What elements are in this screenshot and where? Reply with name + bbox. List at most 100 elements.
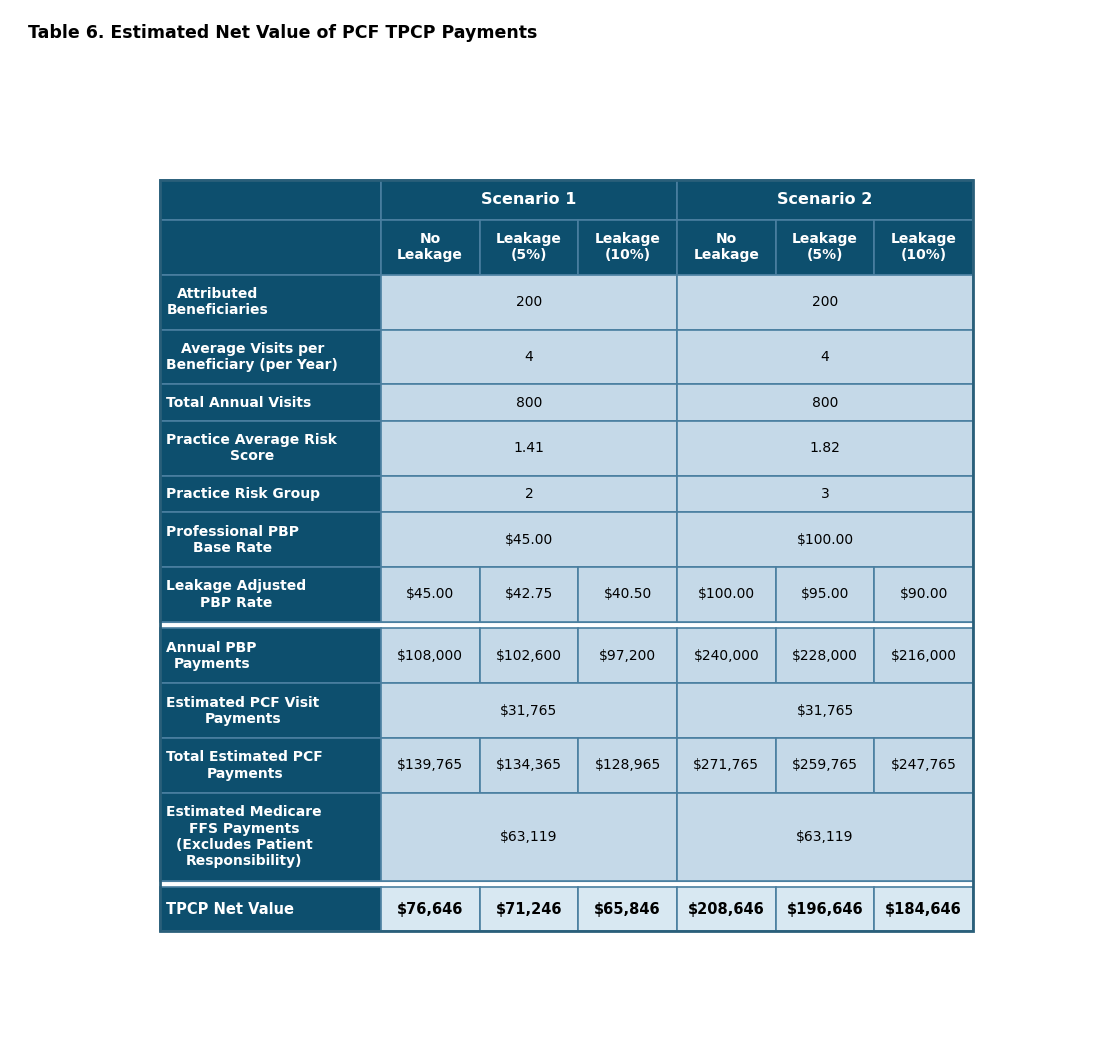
Text: $102,600: $102,600 [496, 649, 561, 663]
Text: 4: 4 [821, 350, 830, 364]
Bar [776, 738, 874, 793]
Bar [381, 330, 677, 385]
Bar [578, 629, 677, 683]
Bar [776, 567, 874, 622]
Text: $271,765: $271,765 [693, 759, 759, 773]
Bar [480, 629, 578, 683]
Text: TPCP Net Value: TPCP Net Value [167, 902, 294, 916]
Bar [381, 513, 677, 567]
Bar [677, 513, 974, 567]
Text: Leakage
(5%): Leakage (5%) [792, 233, 857, 262]
Bar [677, 476, 974, 513]
Bar [677, 629, 776, 683]
Bar [677, 220, 776, 275]
Text: 4: 4 [525, 350, 534, 364]
Text: 200: 200 [516, 295, 543, 309]
Bar [159, 880, 974, 887]
Bar [159, 385, 381, 421]
Text: $128,965: $128,965 [594, 759, 661, 773]
Text: $40.50: $40.50 [603, 588, 652, 601]
Text: $259,765: $259,765 [792, 759, 857, 773]
Bar [381, 738, 480, 793]
Text: $31,765: $31,765 [797, 704, 854, 718]
Bar [159, 683, 381, 738]
Text: $90.00: $90.00 [899, 588, 948, 601]
Bar [159, 180, 381, 220]
Bar [159, 275, 381, 330]
Bar [159, 622, 974, 629]
Text: $134,365: $134,365 [496, 759, 561, 773]
Bar [776, 629, 874, 683]
Text: 200: 200 [812, 295, 839, 309]
Bar [677, 793, 974, 880]
Bar [578, 567, 677, 622]
Text: $31,765: $31,765 [501, 704, 558, 718]
Bar [677, 887, 776, 931]
Bar [159, 567, 381, 622]
Bar [381, 421, 677, 476]
Bar [159, 793, 381, 880]
Text: $228,000: $228,000 [792, 649, 857, 663]
Bar [677, 385, 974, 421]
Text: 1.41: 1.41 [514, 441, 545, 456]
Bar [874, 567, 974, 622]
Text: Leakage
(10%): Leakage (10%) [594, 233, 661, 262]
Bar [159, 330, 381, 385]
Text: $247,765: $247,765 [891, 759, 957, 773]
Text: 2: 2 [525, 487, 534, 501]
Bar [677, 683, 974, 738]
Bar [677, 275, 974, 330]
Text: Leakage
(5%): Leakage (5%) [496, 233, 561, 262]
Bar [578, 220, 677, 275]
Text: Average Visits per
Beneficiary (per Year): Average Visits per Beneficiary (per Year… [167, 341, 338, 372]
Text: Attributed
Beneficiaries: Attributed Beneficiaries [167, 288, 269, 317]
Text: Total Estimated PCF
Payments: Total Estimated PCF Payments [167, 750, 323, 780]
Text: $95.00: $95.00 [801, 588, 850, 601]
Text: Leakage
(10%): Leakage (10%) [891, 233, 957, 262]
Bar [776, 220, 874, 275]
Text: No
Leakage: No Leakage [693, 233, 759, 262]
Bar [381, 476, 677, 513]
Bar [480, 220, 578, 275]
Bar [381, 629, 480, 683]
Bar [677, 330, 974, 385]
Text: Scenario 1: Scenario 1 [481, 192, 577, 207]
Text: $240,000: $240,000 [694, 649, 759, 663]
Bar [480, 738, 578, 793]
Bar [159, 220, 381, 275]
Bar [578, 738, 677, 793]
Text: Estimated Medicare
FFS Payments
(Excludes Patient
Responsibility): Estimated Medicare FFS Payments (Exclude… [167, 805, 322, 868]
Bar [874, 220, 974, 275]
Bar [677, 567, 776, 622]
Text: $63,119: $63,119 [797, 830, 854, 843]
Bar [776, 887, 874, 931]
Bar [381, 275, 677, 330]
Bar [578, 887, 677, 931]
Text: $42.75: $42.75 [505, 588, 552, 601]
Text: $97,200: $97,200 [599, 649, 656, 663]
Bar [159, 629, 381, 683]
Bar [874, 738, 974, 793]
Bar [677, 421, 974, 476]
Bar [480, 887, 578, 931]
Text: $100.00: $100.00 [797, 533, 853, 546]
Text: Total Annual Visits: Total Annual Visits [167, 395, 312, 410]
Text: $100.00: $100.00 [697, 588, 755, 601]
Text: 1.82: 1.82 [810, 441, 841, 456]
Text: $76,646: $76,646 [397, 902, 463, 916]
Bar [874, 629, 974, 683]
Bar [381, 180, 677, 220]
Bar [159, 421, 381, 476]
Bar [381, 220, 480, 275]
Bar [874, 887, 974, 931]
Text: Estimated PCF Visit
Payments: Estimated PCF Visit Payments [167, 696, 319, 726]
Bar [677, 738, 776, 793]
Text: $216,000: $216,000 [891, 649, 957, 663]
Text: $65,846: $65,846 [594, 902, 661, 916]
Text: 800: 800 [516, 395, 543, 410]
Text: $208,646: $208,646 [688, 902, 765, 916]
Text: $63,119: $63,119 [501, 830, 558, 843]
Bar [381, 567, 480, 622]
Bar [159, 738, 381, 793]
Text: Practice Risk Group: Practice Risk Group [167, 487, 320, 501]
